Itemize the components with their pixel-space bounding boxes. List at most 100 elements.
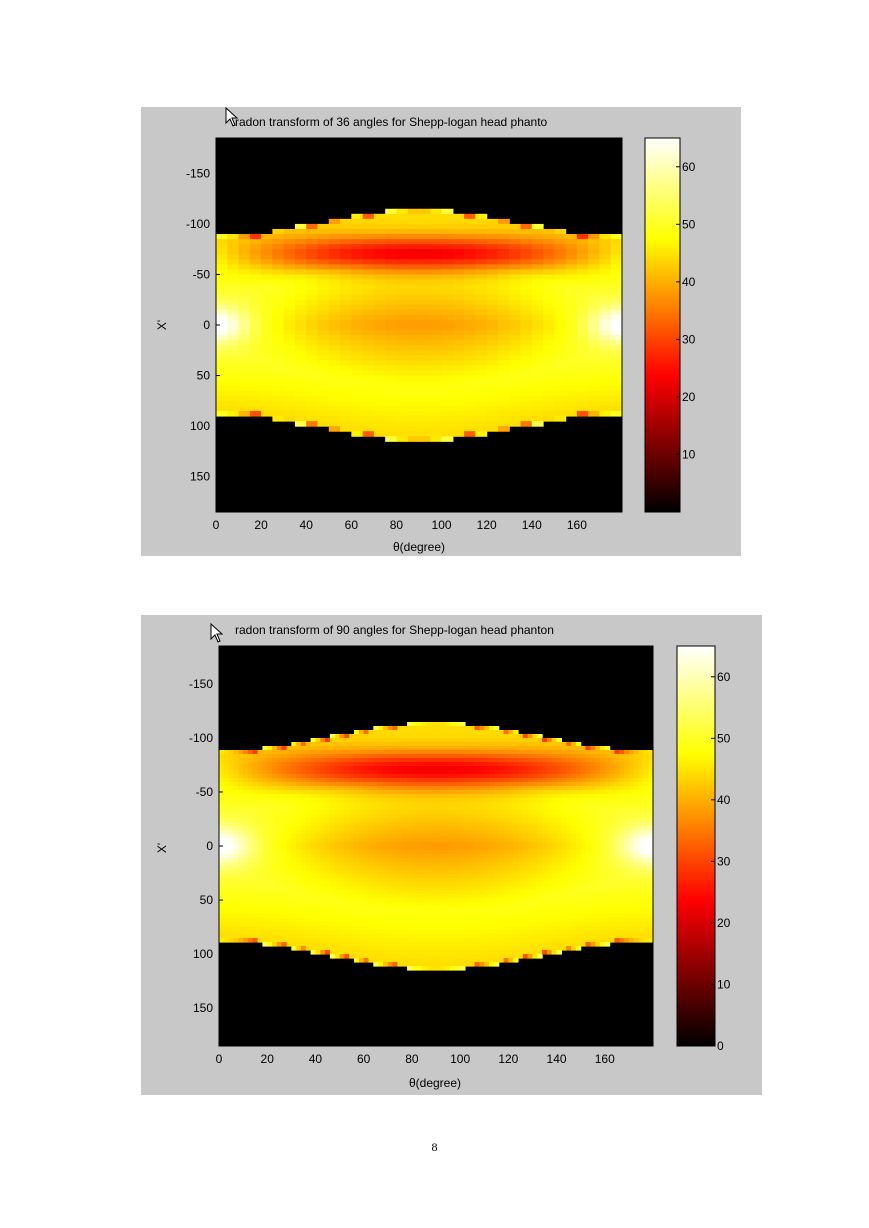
heatmap-cell bbox=[469, 882, 476, 887]
heatmap-cell bbox=[368, 838, 374, 843]
heatmap-cell bbox=[325, 922, 331, 927]
heatmap-cell bbox=[219, 810, 225, 815]
heatmap-cell bbox=[445, 742, 452, 747]
heatmap-cell bbox=[257, 782, 263, 787]
heatmap-cell bbox=[440, 850, 447, 855]
heatmap-cell bbox=[497, 299, 510, 306]
heatmap-cell bbox=[431, 742, 437, 747]
heatmap-cell bbox=[396, 284, 409, 291]
heatmap-cell bbox=[452, 375, 465, 382]
heatmap-cell bbox=[430, 400, 443, 407]
heatmap-cell bbox=[344, 906, 350, 911]
heatmap-cell bbox=[520, 340, 533, 346]
heatmap-cell bbox=[484, 862, 490, 867]
heatmap-cell bbox=[436, 762, 442, 767]
heatmap-cell bbox=[247, 898, 254, 903]
heatmap-cell bbox=[576, 385, 589, 392]
heatmap-cell bbox=[249, 355, 262, 361]
heatmap-cell bbox=[228, 862, 235, 867]
heatmap-cell bbox=[520, 350, 533, 356]
heatmap-cell bbox=[416, 810, 423, 815]
heatmap-cell bbox=[325, 894, 331, 899]
heatmap-cell bbox=[219, 766, 225, 771]
heatmap-cell bbox=[436, 814, 442, 819]
heatmap-cell bbox=[291, 918, 297, 923]
heatmap-cell bbox=[440, 778, 447, 783]
heatmap-cell bbox=[493, 766, 500, 771]
heatmap-cell bbox=[416, 758, 423, 763]
heatmap-cell bbox=[503, 818, 509, 823]
heatmap-cell bbox=[479, 818, 485, 823]
heatmap-cell bbox=[354, 866, 360, 871]
heatmap-cell bbox=[363, 810, 370, 815]
heatmap-cell bbox=[484, 938, 490, 943]
heatmap-cell bbox=[334, 810, 341, 815]
heatmap-cell bbox=[411, 802, 418, 807]
heatmap-cell bbox=[233, 918, 239, 923]
heatmap-cell bbox=[291, 902, 297, 907]
heatmap-cell bbox=[339, 802, 345, 807]
heatmap-cell bbox=[257, 770, 263, 775]
heatmap-cell bbox=[387, 926, 394, 931]
x-axis-ticks: 0 20 40 60 80 100 120 140 160 bbox=[213, 508, 587, 532]
heatmap-cell bbox=[407, 830, 413, 835]
heatmap-cell bbox=[419, 400, 431, 407]
heatmap-cell bbox=[469, 806, 476, 811]
heatmap-cell bbox=[419, 289, 431, 296]
heatmap-cell bbox=[276, 914, 283, 919]
heatmap-cell bbox=[354, 810, 360, 815]
heatmap-cell bbox=[554, 228, 567, 235]
heatmap-cell bbox=[486, 370, 499, 377]
heatmap-cell bbox=[445, 918, 452, 923]
heatmap-cell bbox=[407, 370, 420, 377]
heatmap-cell bbox=[300, 930, 307, 935]
heatmap-cell bbox=[354, 934, 360, 939]
heatmap-cell bbox=[475, 415, 488, 422]
heatmap-cell bbox=[382, 874, 389, 879]
heatmap-cell bbox=[358, 890, 365, 895]
heatmap-cell bbox=[430, 431, 443, 437]
heatmap-cell bbox=[267, 886, 273, 891]
heatmap-cell bbox=[294, 284, 307, 291]
heatmap-cell bbox=[362, 319, 375, 326]
heatmap-cell bbox=[310, 890, 317, 895]
heatmap-cell bbox=[450, 870, 456, 875]
heatmap-cell bbox=[397, 770, 403, 775]
heatmap-cell bbox=[484, 734, 490, 739]
heatmap-cell bbox=[450, 726, 456, 731]
heatmap-cell bbox=[328, 259, 341, 265]
heatmap-cell bbox=[296, 770, 302, 775]
heatmap-cell bbox=[238, 922, 244, 927]
heatmap-cell bbox=[363, 874, 370, 879]
heatmap-cell bbox=[452, 239, 465, 245]
heatmap-cell bbox=[543, 365, 555, 372]
heatmap-cell bbox=[426, 790, 432, 795]
heatmap-cell bbox=[489, 814, 495, 819]
heatmap-cell bbox=[354, 910, 360, 915]
heatmap-cell bbox=[281, 826, 288, 831]
heatmap-cell bbox=[368, 790, 374, 795]
heatmap-cell bbox=[315, 866, 321, 871]
heatmap-cell bbox=[373, 730, 379, 735]
heatmap-cell bbox=[362, 279, 375, 286]
heatmap-cell bbox=[387, 858, 394, 863]
heatmap-cell bbox=[489, 782, 495, 787]
heatmap-cell bbox=[464, 774, 471, 779]
heatmap-cell bbox=[306, 309, 319, 316]
heatmap-cell bbox=[223, 882, 230, 887]
heatmap-cell bbox=[373, 822, 379, 827]
heatmap-cell bbox=[272, 365, 285, 372]
heatmap-cell bbox=[397, 858, 403, 863]
heatmap-cell bbox=[450, 874, 456, 879]
heatmap-cell bbox=[411, 934, 418, 939]
heatmap-cell bbox=[363, 794, 370, 799]
heatmap-cell bbox=[325, 914, 331, 919]
y-tick-label: 0 bbox=[203, 318, 210, 332]
heatmap-cell bbox=[362, 239, 375, 245]
heatmap-cell bbox=[484, 770, 490, 775]
heatmap-cell bbox=[291, 910, 297, 915]
heatmap-cell bbox=[392, 942, 399, 947]
heatmap-cell bbox=[267, 850, 273, 855]
heatmap-cell bbox=[339, 826, 345, 831]
heatmap-cell bbox=[397, 778, 403, 783]
